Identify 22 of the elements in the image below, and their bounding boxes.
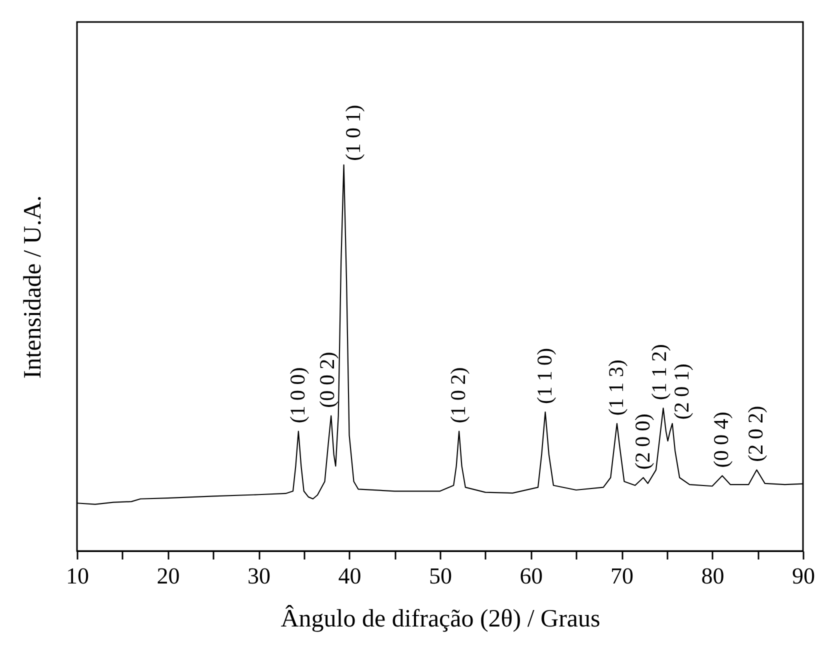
x-tick-label: 60 [520,564,543,588]
x-tick-label: 50 [429,564,452,588]
annotation: (0 0 2) [315,352,340,408]
x-tick-label: 40 [338,564,362,588]
annotation: (2 0 0) [630,414,654,470]
annotation: (1 1 2) [647,344,672,400]
x-tick-label: 20 [156,564,180,588]
annotation: (2 0 2) [744,406,768,462]
annotation: (1 1 0) [532,348,556,404]
annotation: (1 0 2) [446,367,470,424]
x-tick-label: 70 [610,564,634,588]
x-axis-title: Ângulo de difração (2θ) / Graus [280,604,600,632]
annotation: (1 1 3) [604,360,628,416]
x-tick-label: 10 [66,564,89,588]
x-tick-label: 80 [701,564,724,588]
annotation: (2 0 1) [669,364,694,420]
annotation: (1 0 1) [340,104,365,161]
annotation: (1 0 0) [285,367,310,424]
annotation: (0 0 4) [709,412,734,468]
y-axis-title: Intensidade / U.A. [20,195,46,379]
x-tick-label: 30 [248,564,270,588]
x-tick-label: 90 [792,564,815,588]
